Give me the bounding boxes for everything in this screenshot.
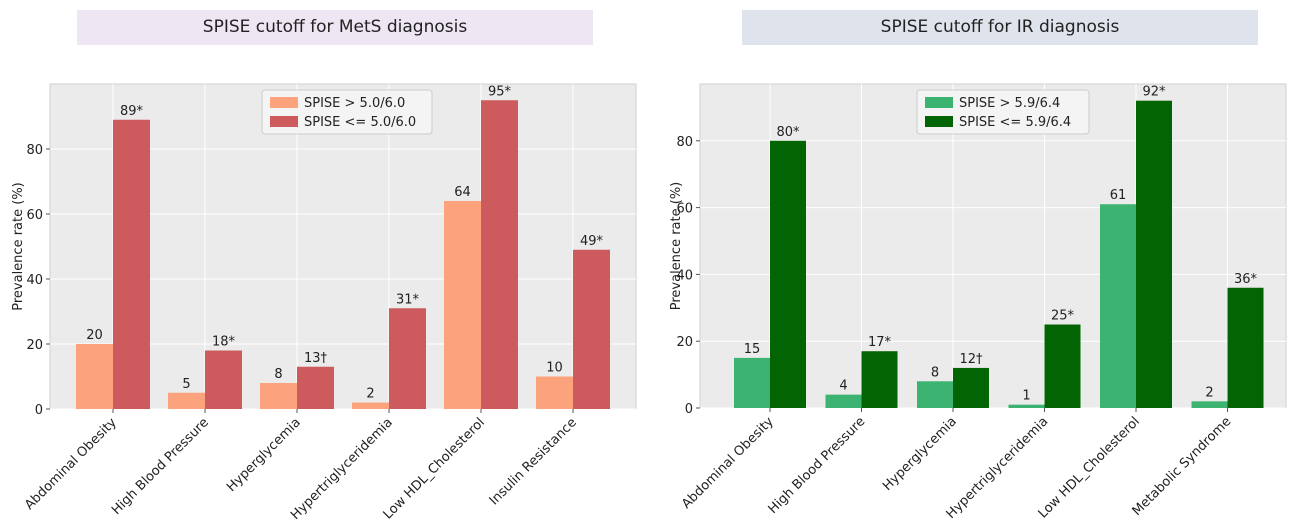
x-tick-label: Hypertriglyceridemia xyxy=(944,414,1052,520)
bar-above-cutoff xyxy=(536,376,573,409)
chart-title-ir: SPISE cutoff for IR diagnosis xyxy=(742,10,1258,45)
bar-above-cutoff xyxy=(76,344,113,409)
x-tick-label: Abdominal Obesity xyxy=(22,415,120,513)
data-label: 2 xyxy=(366,387,374,402)
legend-swatch xyxy=(925,116,953,127)
x-tick-label: Low HDL_Cholesterol xyxy=(1036,414,1143,520)
bar-below-cutoff xyxy=(1227,287,1264,408)
y-axis-label: Prevalence rate (%) xyxy=(669,182,684,311)
y-tick-label: 0 xyxy=(685,402,693,417)
data-label: 5 xyxy=(182,377,190,392)
data-label: 12† xyxy=(959,352,983,367)
bar-above-cutoff xyxy=(260,383,297,409)
data-label: 1 xyxy=(1022,389,1030,404)
x-tick-label: Abdominal Obesity xyxy=(679,414,777,512)
y-tick-label: 40 xyxy=(26,273,43,288)
x-tick-label: Insulin Resistance xyxy=(487,415,580,508)
data-label: 80* xyxy=(776,125,800,140)
legend xyxy=(261,89,433,135)
y-tick-label: 80 xyxy=(26,143,43,158)
legend xyxy=(916,89,1090,135)
bar-below-cutoff xyxy=(297,366,334,409)
bar-below-cutoff xyxy=(1136,100,1172,408)
y-tick-label: 0 xyxy=(35,403,43,418)
x-tick-label: High Blood Pressure xyxy=(766,414,869,517)
data-label: 25* xyxy=(1051,308,1075,323)
legend-label: SPISE <= 5.9/6.4 xyxy=(959,115,1071,130)
bar-below-cutoff xyxy=(113,119,150,409)
bar-above-cutoff xyxy=(1191,401,1228,408)
data-label: 15 xyxy=(744,342,761,357)
bar-below-cutoff xyxy=(770,140,806,408)
bar-below-cutoff xyxy=(861,351,898,408)
bar-below-cutoff xyxy=(573,249,610,409)
bar-below-cutoff xyxy=(953,367,989,408)
data-label: 36* xyxy=(1234,272,1258,287)
legend-label: SPISE <= 5.0/6.0 xyxy=(304,115,416,130)
data-label: 8 xyxy=(274,367,282,382)
bar-below-cutoff xyxy=(205,350,242,409)
data-label: 64 xyxy=(454,185,471,200)
y-tick-label: 20 xyxy=(676,335,693,350)
x-tick-label: Metabolic Syndrome xyxy=(1130,414,1235,519)
y-tick-label: 20 xyxy=(26,338,43,353)
bar-above-cutoff xyxy=(917,381,953,408)
data-label: 4 xyxy=(839,379,847,394)
data-label: 18* xyxy=(212,335,236,350)
data-label: 2 xyxy=(1205,385,1213,400)
data-label: 20 xyxy=(86,328,103,343)
data-label: 89* xyxy=(120,104,144,119)
bar-above-cutoff xyxy=(1100,204,1136,408)
bar-below-cutoff xyxy=(389,308,426,409)
bar-above-cutoff xyxy=(168,392,205,409)
data-label: 61 xyxy=(1110,188,1127,203)
x-tick-label: High Blood Pressure xyxy=(109,415,212,518)
bar-below-cutoff xyxy=(481,100,518,409)
x-tick-label: Low HDL_Cholesterol xyxy=(381,415,488,520)
data-label: 49* xyxy=(580,234,604,249)
x-tick-label: Hypertriglyceridemia xyxy=(288,415,396,520)
legend-swatch xyxy=(270,116,298,127)
data-label: 10 xyxy=(546,361,563,376)
bar-above-cutoff xyxy=(734,357,770,408)
data-label: 17* xyxy=(868,335,892,350)
bar-above-cutoff xyxy=(1008,404,1045,408)
data-label: 13† xyxy=(304,351,328,366)
data-label: 8 xyxy=(931,365,939,380)
y-tick-label: 80 xyxy=(676,135,693,150)
legend-swatch xyxy=(270,97,298,108)
bar-above-cutoff xyxy=(825,394,862,408)
y-tick-label: 60 xyxy=(26,208,43,223)
bar-above-cutoff xyxy=(444,201,481,409)
bar-chart-ir: 0 20 40 60 80 Prevalence rate (%) 15 4 8 1 61 2 80* 1… xyxy=(669,83,1287,520)
legend-label: SPISE > 5.0/6.0 xyxy=(304,96,405,111)
bar-chart-mets: 0 20 40 60 80 Prevalence rate (%) 20 5 8 2 64 10 89*… xyxy=(11,83,637,520)
y-tick-label: 40 xyxy=(676,268,693,283)
bar-below-cutoff xyxy=(1044,324,1081,408)
legend-swatch xyxy=(925,97,953,108)
y-axis-label: Prevalence rate (%) xyxy=(11,182,26,311)
chart-title-mets: SPISE cutoff for MetS diagnosis xyxy=(77,10,593,45)
data-label: 31* xyxy=(396,292,420,307)
x-tick-label: Hyperglycemia xyxy=(880,414,960,494)
data-label: 95* xyxy=(488,84,512,99)
y-tick-label: 60 xyxy=(676,202,693,217)
data-label: 92* xyxy=(1142,85,1166,100)
x-tick-label: Hyperglycemia xyxy=(224,415,304,495)
bar-above-cutoff xyxy=(352,402,389,409)
legend-label: SPISE > 5.9/6.4 xyxy=(959,96,1060,111)
